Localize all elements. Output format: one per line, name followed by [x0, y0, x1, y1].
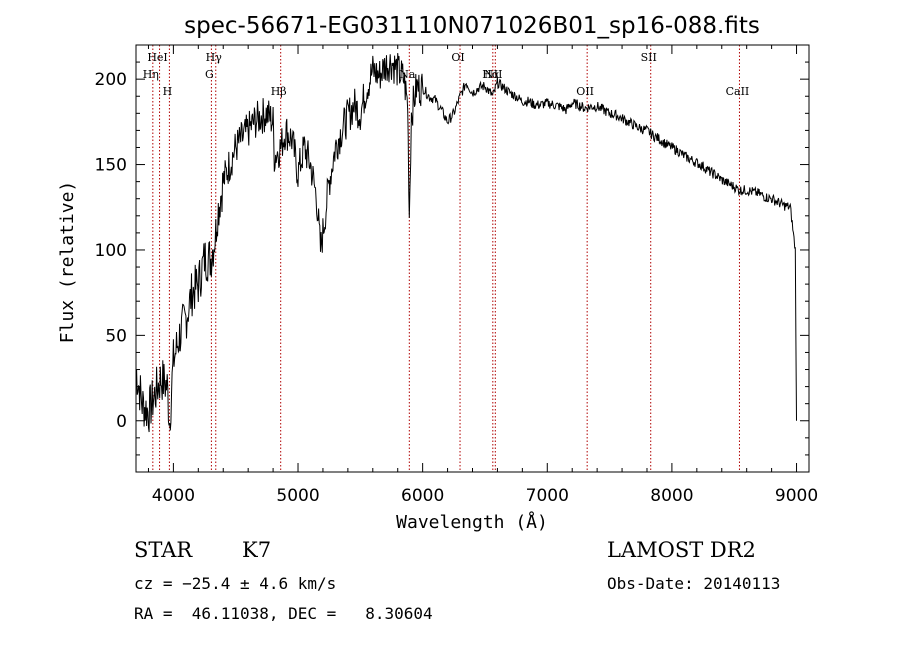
line-label-11: SII [641, 51, 657, 64]
object-class: STAR [134, 538, 193, 562]
line-label-4: G [205, 68, 214, 81]
line-label-9: Hα [482, 68, 500, 81]
x-axis-label: Wavelength (Å) [396, 511, 548, 533]
y-tick-label-2: 100 [95, 241, 127, 261]
line-label-7: OI [451, 51, 464, 64]
obs-date: Obs-Date: 20140113 [607, 574, 781, 593]
spectrum-chart: spec-56671-EG031110N071026B01_sp16-088.f… [57, 13, 818, 533]
line-label-12: CaII [726, 85, 750, 98]
x-tick-label-5: 9000 [775, 486, 818, 506]
y-tick-label-1: 50 [105, 326, 127, 346]
plot-frame [135, 44, 810, 473]
line-label-1: Hη [143, 68, 159, 81]
redshift-text: cz = −25.4 ± 4.6 km/s [134, 574, 337, 593]
y-axis-label: Flux (relative) [57, 181, 78, 344]
spectrum-line [136, 53, 797, 433]
x-tick-label-3: 7000 [526, 486, 569, 506]
line-label-3: Hγ [206, 51, 223, 64]
axes: 4000 5000 6000 7000 8000 9000 0 50 100 150 200 [95, 45, 818, 506]
chart-title: spec-56671-EG031110N071026B01_sp16-088.f… [184, 13, 760, 39]
line-label-0: HeI [147, 51, 167, 64]
x-tick-label-4: 8000 [650, 486, 693, 506]
line-label-6: Na [399, 68, 416, 81]
y-tick-label-0: 0 [116, 412, 127, 432]
y-tick-label-4: 200 [95, 70, 127, 90]
x-tick-label-0: 4000 [152, 486, 195, 506]
line-label-5: Hβ [271, 85, 287, 98]
object-subclass: K7 [242, 538, 272, 562]
line-label-2: H [163, 85, 173, 98]
line-markers: HeIHηHHγGHβNaOINIIHαOIISIICaII [143, 45, 750, 472]
y-tick-label-3: 150 [95, 156, 127, 176]
line-label-10: OII [576, 85, 594, 98]
ra-dec-text: RA = 46.11038, DEC = 8.30604 [134, 604, 433, 623]
x-tick-label-2: 6000 [401, 486, 444, 506]
x-tick-label-1: 5000 [276, 486, 319, 506]
survey-name: LAMOST DR2 [607, 538, 756, 562]
